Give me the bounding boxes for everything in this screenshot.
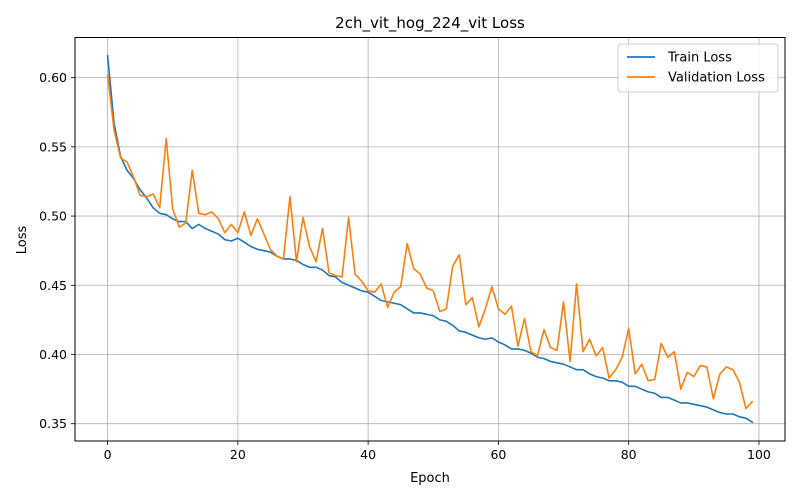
y-tick-label: 0.40 <box>39 347 67 362</box>
y-tick-label: 0.55 <box>39 139 67 154</box>
series-line-train-loss <box>106 54 754 424</box>
y-tick-label: 0.35 <box>39 416 67 431</box>
x-tick-label: 40 <box>360 447 376 462</box>
x-axis-label: Epoch <box>410 471 450 486</box>
y-axis-ticks: 0.35 0.40 0.45 0.50 0.55 0.60 <box>39 70 75 431</box>
series-layer <box>106 54 754 424</box>
x-tick-label: 80 <box>621 447 637 462</box>
y-tick-label: 0.45 <box>39 278 67 293</box>
legend-label-train-loss: Train Loss <box>667 51 732 66</box>
x-tick-label: 20 <box>230 447 246 462</box>
chart-title: 2ch_vit_hog_224_vit Loss <box>335 14 525 33</box>
legend: Train Loss Validation Loss <box>617 43 779 93</box>
x-tick-label: 60 <box>490 447 506 462</box>
x-axis-ticks: 0 20 40 60 80 100 <box>104 441 771 462</box>
y-axis-label: Loss <box>15 226 30 255</box>
x-tick-label: 100 <box>747 447 771 462</box>
x-tick-label: 0 <box>104 447 112 462</box>
grid-lines <box>75 37 785 441</box>
series-line-validation-loss <box>106 74 754 410</box>
y-tick-label: 0.50 <box>39 209 67 224</box>
plot-frame <box>74 37 786 442</box>
legend-box <box>617 43 779 93</box>
y-tick-label: 0.60 <box>39 70 67 85</box>
legend-label-validation-loss: Validation Loss <box>668 71 765 86</box>
